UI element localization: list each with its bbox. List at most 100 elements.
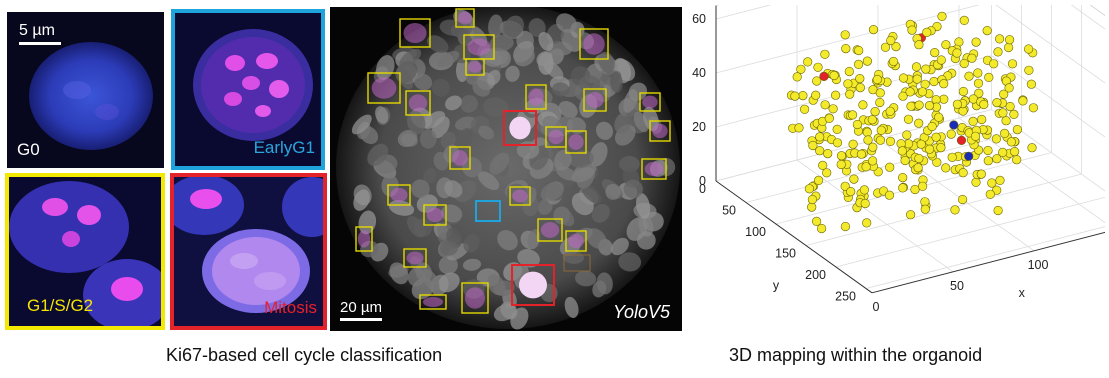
cell-point	[840, 221, 850, 232]
cell-point	[973, 68, 983, 78]
cell-point	[905, 87, 915, 97]
cell-point	[916, 139, 926, 149]
cell-point	[900, 155, 910, 166]
cell-point	[803, 57, 813, 67]
cell-point	[906, 210, 916, 220]
cell-point	[974, 88, 984, 98]
yellow-detection-box	[355, 226, 373, 252]
organoid-nucleus	[643, 106, 659, 132]
organoid-nucleus	[423, 167, 437, 184]
cell-point	[855, 82, 865, 93]
yellow-detection-box	[423, 204, 447, 226]
cell-point	[861, 162, 871, 172]
cell-point	[1012, 124, 1023, 135]
organoid-nucleus	[440, 131, 456, 149]
yellow-detection-box	[641, 158, 667, 180]
cell-point	[958, 86, 969, 97]
cell-point	[958, 194, 968, 205]
cell-point	[868, 156, 878, 166]
cell-point	[844, 66, 854, 77]
organoid-nucleus	[419, 129, 437, 149]
y-tick-label: 50	[722, 204, 736, 218]
cell-point	[848, 110, 858, 120]
cell-point	[952, 99, 963, 109]
ki67-nucleus	[568, 233, 584, 249]
cell-point	[854, 45, 864, 56]
cell-point	[952, 48, 962, 58]
cell-point	[983, 145, 993, 156]
cell-point	[998, 147, 1008, 157]
cell-point	[1012, 155, 1022, 165]
cell-point	[885, 136, 896, 146]
organoid-nucleus	[440, 241, 458, 256]
organoid-nucleus	[536, 51, 553, 67]
ki67-nucleus	[583, 33, 605, 55]
cell-point	[848, 139, 858, 149]
organoid-svg	[336, 7, 680, 330]
cell-point	[804, 184, 814, 194]
organoid-nucleus	[628, 82, 648, 102]
organoid-nucleus	[540, 181, 564, 202]
ki67-nucleus	[568, 134, 584, 150]
organoid-scalebar: 20 µm	[340, 299, 382, 321]
organoid-nucleus	[610, 237, 629, 256]
organoid-nucleus	[422, 268, 440, 292]
organoid-nucleus	[413, 73, 433, 91]
cell-point	[868, 24, 879, 35]
organoid-nucleus	[422, 111, 446, 129]
plot3d-ticks: 0204060050100150200250050100150xy	[692, 12, 1048, 314]
cell-point	[906, 101, 916, 111]
yellow-detection-box	[419, 294, 447, 310]
early-g1-label: EarlyG1	[253, 138, 315, 157]
cell-point	[921, 64, 931, 74]
organoid-nucleus	[575, 270, 597, 287]
cell-point	[1001, 116, 1011, 126]
organoid-nucleus	[483, 97, 509, 118]
cell-point	[868, 142, 878, 152]
cell-point	[999, 89, 1009, 99]
plot3d-points	[786, 11, 1039, 234]
cell-point	[985, 189, 995, 199]
cell-point	[949, 120, 959, 130]
cell-point	[993, 47, 1003, 57]
organoid-nucleus	[477, 171, 500, 191]
organoid-nucleus	[462, 258, 482, 271]
ki67-nucleus	[644, 161, 664, 177]
y-axis	[715, 180, 873, 294]
organoid-nucleus	[538, 32, 554, 51]
x-axis-label: x	[1019, 286, 1026, 300]
organoid-nucleus	[555, 207, 575, 227]
cell-point	[970, 131, 981, 141]
organoid-nucleus	[558, 101, 578, 118]
ki67-nucleus	[408, 94, 428, 112]
cell-point	[831, 90, 841, 100]
grid-line	[715, 5, 980, 74]
organoid-nucleus	[591, 204, 610, 223]
yellow-detection-box	[509, 186, 531, 206]
cell-point	[1006, 137, 1017, 147]
organoid-detection-image: 20 µm YoloV5	[330, 7, 682, 331]
organoid-nucleus	[571, 167, 595, 183]
cell-point	[932, 157, 942, 167]
cell-point	[885, 106, 895, 116]
cell-point	[854, 59, 864, 70]
yellow-detection-box	[583, 88, 607, 112]
cell-point	[934, 112, 944, 122]
z-tick-label: 20	[692, 120, 706, 134]
cell-point	[822, 168, 832, 178]
organoid-nucleus	[462, 157, 482, 178]
panel-early-g1: EarlyG1	[171, 9, 325, 170]
cell-point	[867, 115, 877, 125]
cell-point	[1028, 103, 1039, 113]
organoid-nucleus	[367, 143, 389, 167]
ki67-nucleus	[423, 297, 443, 307]
ki67-nucleus	[540, 222, 560, 238]
organoid-nucleus	[438, 255, 458, 275]
organoid-nucleus	[517, 249, 540, 268]
organoid-nucleus	[589, 142, 608, 167]
cell-point	[995, 34, 1005, 44]
faint-detection-box	[563, 254, 591, 272]
ki67-nucleus	[458, 11, 472, 25]
cell-point	[811, 216, 822, 226]
cell-point	[936, 143, 946, 153]
